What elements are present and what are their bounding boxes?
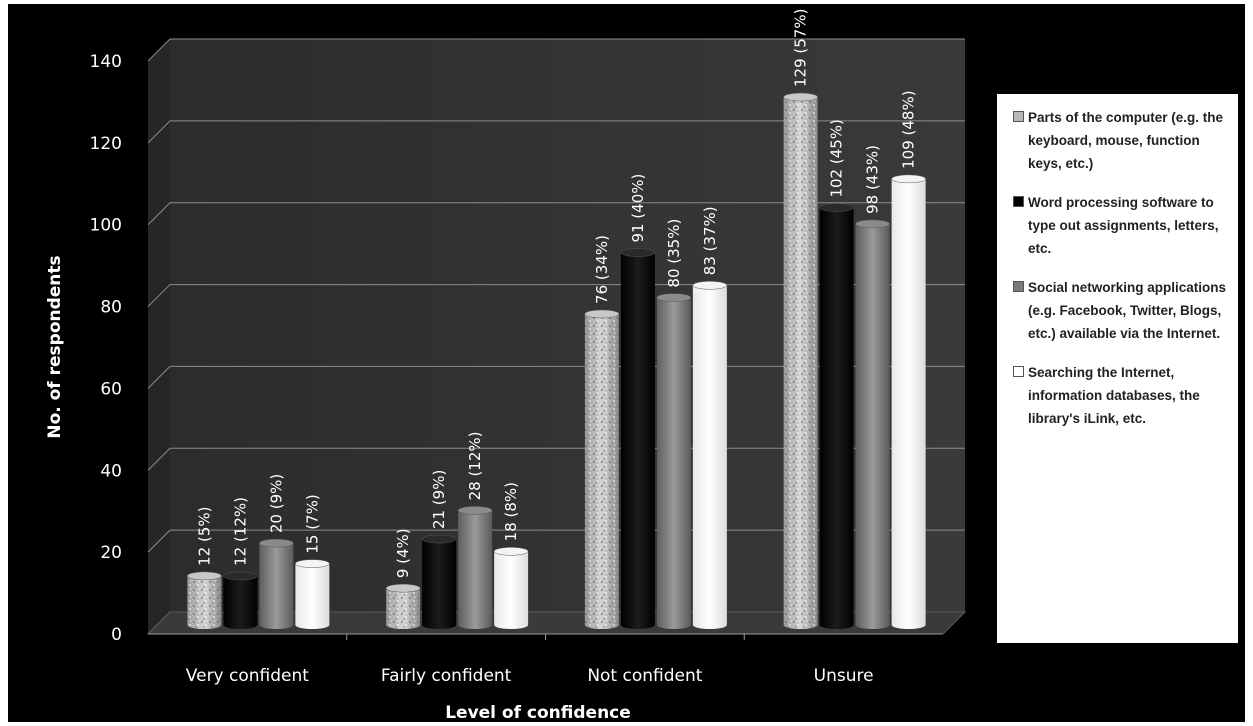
bar-top — [855, 219, 890, 229]
y-tick-label: 20 — [100, 543, 122, 563]
bar — [259, 543, 294, 629]
y-tick-label: 60 — [100, 379, 122, 399]
bar — [855, 223, 890, 629]
bar-top — [187, 571, 222, 581]
legend: Parts of the computer (e.g. the keyboard… — [997, 94, 1238, 643]
y-tick-label: 0 — [111, 625, 122, 645]
bar-top — [891, 174, 926, 184]
data-label: 129 (57%) — [792, 9, 810, 87]
bar-texture — [783, 97, 818, 630]
legend-swatch — [1013, 366, 1024, 377]
x-tick-label: Not confident — [587, 666, 702, 686]
bar-top — [421, 534, 457, 544]
data-label: 80 (35%) — [665, 219, 683, 288]
legend-swatch — [1013, 281, 1024, 292]
data-label: 20 (9%) — [267, 474, 285, 533]
bar-top — [783, 92, 818, 102]
y-tick-label: 40 — [100, 461, 122, 481]
x-tick-label: Fairly confident — [381, 666, 512, 686]
legend-label: Social networking applications (e.g. Fac… — [1028, 280, 1227, 341]
bar-top — [223, 571, 258, 581]
bar-top — [259, 538, 294, 548]
bar-texture — [386, 588, 421, 629]
bar-top — [656, 293, 692, 302]
data-label: 76 (34%) — [593, 235, 611, 304]
bar — [458, 510, 493, 629]
y-tick-label: 120 — [90, 134, 122, 154]
gridline — [147, 202, 965, 226]
data-label: 109 (48%) — [900, 90, 918, 168]
bar — [819, 207, 854, 629]
gridline — [147, 120, 965, 144]
y-tick-label: 140 — [90, 52, 122, 72]
y-tick-label: 100 — [90, 216, 122, 236]
data-label: 18 (8%) — [502, 482, 520, 541]
data-label: 28 (12%) — [466, 431, 484, 500]
bar — [295, 563, 330, 629]
data-label: 83 (37%) — [701, 206, 719, 275]
gridline — [147, 38, 965, 62]
legend-label: Parts of the computer (e.g. the keyboard… — [1028, 110, 1224, 171]
legend-swatch — [1013, 196, 1024, 207]
legend-label: Word processing software to type out ass… — [1028, 195, 1219, 256]
bar-top — [819, 203, 854, 212]
legend-item: Searching the Internet, information data… — [1013, 361, 1228, 430]
bar-top — [295, 559, 330, 568]
legend-label: Searching the Internet, information data… — [1028, 365, 1200, 426]
bar — [656, 297, 691, 629]
bar — [620, 252, 655, 630]
data-label: 21 (9%) — [430, 470, 448, 529]
bar — [223, 575, 258, 629]
x-axis-title: Level of confidence — [445, 703, 631, 722]
y-axis-title: No. of respondents — [45, 255, 65, 438]
data-label: 91 (40%) — [629, 174, 647, 243]
data-label: 9 (4%) — [394, 528, 412, 578]
bar-top — [493, 547, 529, 556]
plot-side-wall — [148, 39, 170, 634]
legend-swatch — [1013, 111, 1024, 122]
bar-texture — [584, 313, 619, 629]
bar — [422, 539, 457, 629]
bar-top — [620, 248, 656, 257]
bar — [494, 551, 529, 629]
legend-item: Social networking applications (e.g. Fac… — [1013, 276, 1228, 345]
bar — [891, 178, 926, 629]
data-label: 15 (7%) — [303, 494, 321, 553]
legend-item: Word processing software to type out ass… — [1013, 191, 1228, 260]
data-label: 12 (5%) — [195, 507, 213, 566]
bar-top — [385, 583, 421, 593]
bar — [692, 285, 727, 629]
y-tick-label: 80 — [100, 298, 122, 318]
bar-texture — [187, 575, 222, 629]
bar-top — [584, 309, 620, 319]
data-label: 12 (12%) — [231, 497, 249, 566]
chart-area: 0 20 40 60 80 100 120 140 Very confident 12 (5%) 1… — [8, 4, 1245, 722]
data-label: 98 (43%) — [864, 145, 882, 214]
data-label: 102 (45%) — [828, 119, 846, 197]
x-tick-label: Unsure — [814, 666, 874, 686]
x-tick-label: Very confident — [186, 666, 309, 686]
bar-top — [457, 506, 493, 515]
bar-chart: 0 20 40 60 80 100 120 140 Very confident 12 (5%) 1… — [45, 9, 967, 722]
bar-top — [692, 281, 728, 290]
legend-item: Parts of the computer (e.g. the keyboard… — [1013, 106, 1228, 175]
